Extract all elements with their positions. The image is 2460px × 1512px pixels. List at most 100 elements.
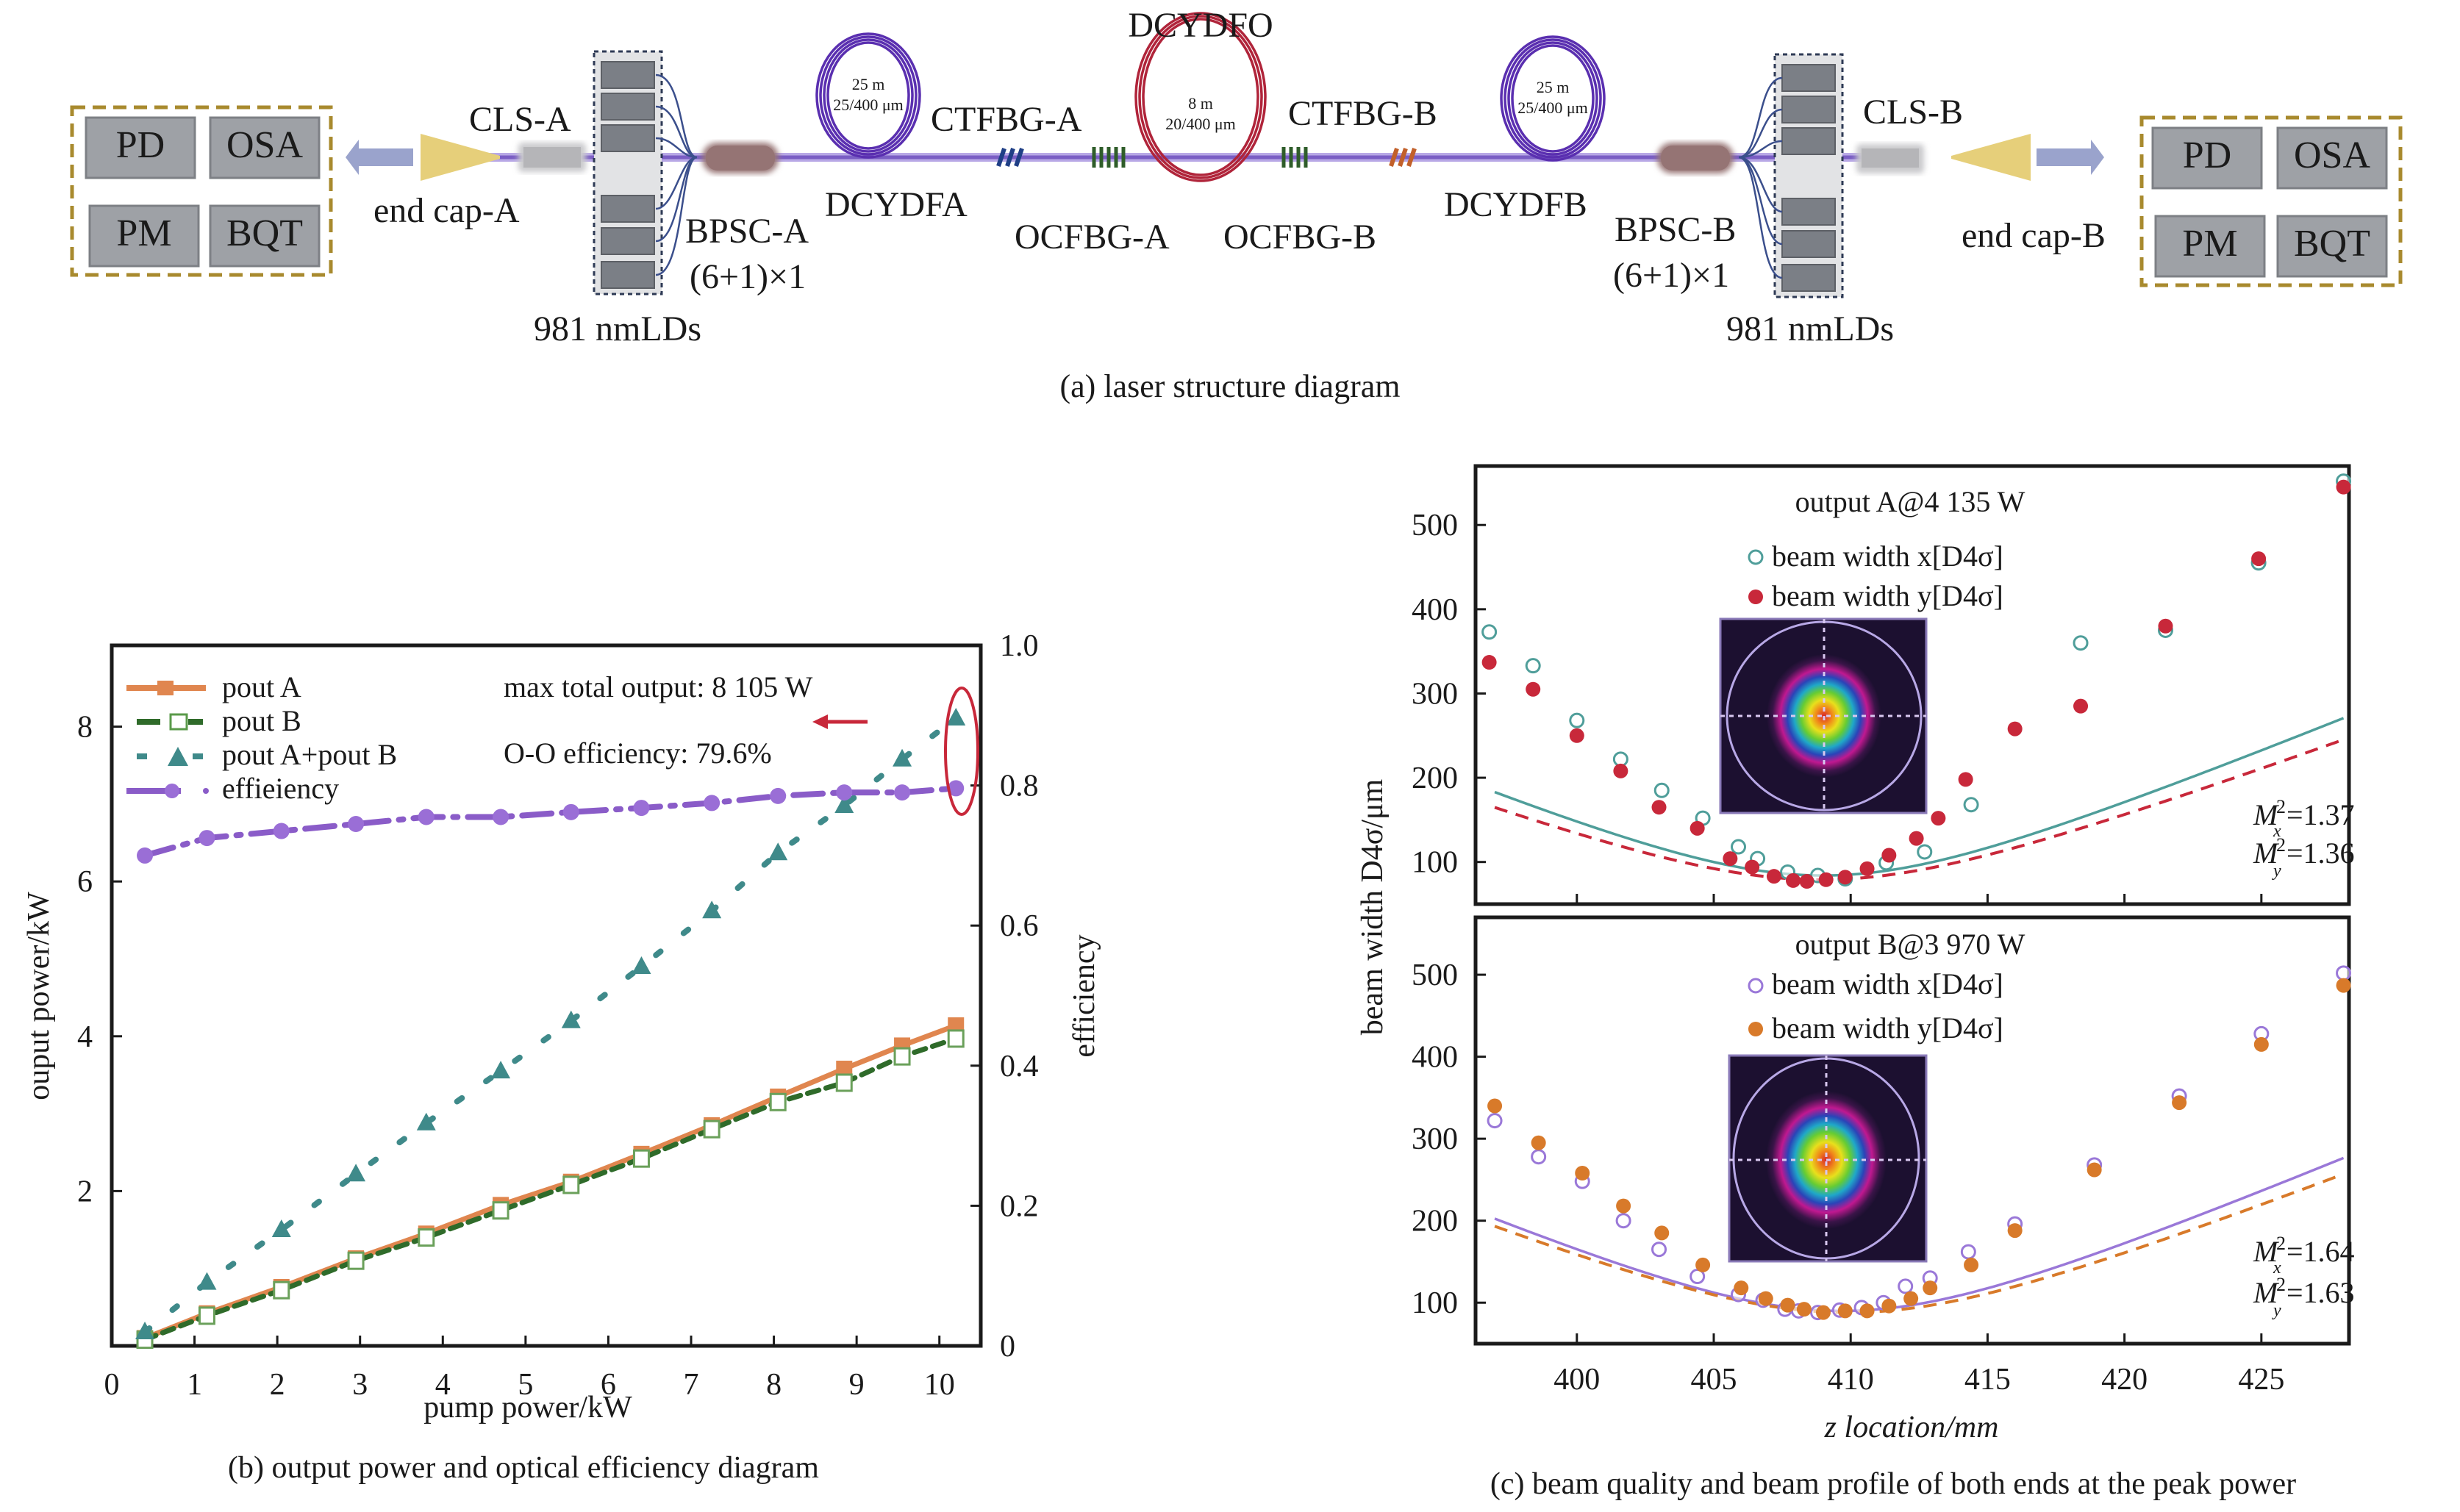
data-point xyxy=(271,1219,291,1238)
y-tick-label: 200 xyxy=(1412,1205,1458,1239)
end-cap-b-icon xyxy=(1951,134,2031,181)
dcydfb-label: DCYDFB xyxy=(1444,185,1587,224)
data-point xyxy=(2007,1223,2023,1239)
lds-b-label: 981 nmLDs xyxy=(1726,309,1894,348)
data-point xyxy=(1745,859,1760,875)
cls-b-label: CLS-B xyxy=(1863,93,1963,132)
series-bottom xyxy=(1487,965,2352,1321)
legend-marker-x-top xyxy=(1748,549,1764,565)
data-point xyxy=(2087,1162,2102,1178)
instrument-box-right xyxy=(2139,115,2403,287)
pump-fibers-b xyxy=(1738,76,1783,279)
svg-text:x: x xyxy=(2273,1258,2281,1278)
data-point xyxy=(562,1175,580,1194)
data-point xyxy=(1575,1166,1590,1180)
data-point xyxy=(1796,1302,1812,1317)
axes-top: 100 200 300 400 500 xyxy=(1412,509,2263,904)
series-line-pout-a xyxy=(142,1022,959,1341)
data-point xyxy=(1815,1305,1831,1320)
y-tick-label: 300 xyxy=(1412,677,1458,711)
instrument-label: PM xyxy=(116,212,171,254)
data-point xyxy=(492,1201,509,1220)
data-point xyxy=(2336,978,2351,993)
data-point xyxy=(1653,782,1670,798)
data-point xyxy=(1723,851,1738,867)
x-tick-label: 3 xyxy=(352,1368,368,1402)
x-tick-label: 5 xyxy=(518,1368,533,1402)
ctfbg-b-label: CTFBG-B xyxy=(1288,94,1437,133)
legend-label-y-top: beam width y[D4σ] xyxy=(1772,579,2003,612)
ctfbg-a-icon xyxy=(996,148,1024,167)
svg-text:=1.36: =1.36 xyxy=(2286,836,2355,870)
legend-marker-sum xyxy=(168,747,188,766)
data-point xyxy=(893,748,912,767)
data-point xyxy=(1786,873,1801,888)
fit-line-y xyxy=(1494,738,2345,881)
data-point xyxy=(1613,763,1628,778)
cls-a-label: CLS-A xyxy=(469,100,571,139)
svg-text:2: 2 xyxy=(2276,834,2286,856)
ld-modules-a xyxy=(601,61,655,289)
data-point xyxy=(346,1164,366,1182)
x-tick-label: 415 xyxy=(1964,1363,2011,1397)
combiner-b-label: (6+1)×1 xyxy=(1613,256,1729,295)
legend-label: pout A xyxy=(222,670,301,703)
y-tick-label: 200 xyxy=(1412,762,1458,795)
data-point xyxy=(1931,811,1946,826)
y-tick-label: 500 xyxy=(1412,509,1458,542)
pump-fibers-a xyxy=(655,74,698,276)
output-power-chart: 0 1 2 3 4 5 6 7 8 9 10 2 4 6 8 0 0.2 0.4 0.6 0.8 1.0 pout A … xyxy=(22,629,1101,1485)
data-point xyxy=(1859,861,1875,876)
data-point xyxy=(632,956,651,975)
legend-marker-y-top xyxy=(1748,590,1763,604)
data-point xyxy=(704,795,721,811)
combiner-a-label: (6+1)×1 xyxy=(690,257,806,296)
data-point xyxy=(2172,1095,2187,1111)
y-tick-label: 500 xyxy=(1412,959,1458,992)
ctfbg-b-icon xyxy=(1389,148,1417,167)
bpsc-a-body xyxy=(706,146,775,171)
annotation-max-total: max total output: 8 105 W xyxy=(504,670,813,703)
y-axis-label: ouput power/kW xyxy=(22,892,56,1100)
data-point xyxy=(1569,728,1584,743)
dcydfo-label: DCYDFO xyxy=(1128,6,1273,45)
data-point xyxy=(1654,1225,1670,1241)
y-tick-label: 100 xyxy=(1412,846,1458,880)
plot-frame xyxy=(110,643,983,1348)
instrument-label: PD xyxy=(116,124,165,166)
data-point xyxy=(1569,712,1585,728)
data-point xyxy=(834,795,854,813)
instrument-label: BQT xyxy=(2294,223,2370,265)
data-point xyxy=(2007,721,2023,737)
instrument-osa xyxy=(2276,126,2388,190)
data-point xyxy=(1766,869,1781,884)
data-point xyxy=(491,1061,511,1079)
data-point xyxy=(561,1010,581,1028)
instrument-label: BQT xyxy=(226,212,303,254)
ocfbg-b-label: OCFBG-B xyxy=(1223,218,1376,257)
svg-text:=1.37: =1.37 xyxy=(2286,798,2355,831)
instrument-pm xyxy=(88,204,200,268)
svg-text:=1.63: =1.63 xyxy=(2286,1276,2355,1309)
data-point xyxy=(1487,1113,1503,1129)
data-point xyxy=(1837,870,1853,885)
highlight-arrow-icon xyxy=(812,714,868,729)
legend-marker-pout-b xyxy=(169,713,188,731)
x-tick-label: 6 xyxy=(601,1368,616,1402)
data-point xyxy=(2336,479,2351,495)
data-point xyxy=(702,900,722,919)
data-point xyxy=(273,1280,290,1300)
data-point xyxy=(1958,772,1973,787)
data-point xyxy=(1731,839,1747,855)
x-tick-label: 400 xyxy=(1553,1363,1600,1397)
data-point xyxy=(894,784,911,801)
x-tick-label: 425 xyxy=(2238,1363,2284,1397)
y2-tick-label: 1.0 xyxy=(1000,629,1039,663)
m2-values-top: M 2 x =1.37 M 2 y =1.36 xyxy=(2253,796,2355,881)
data-point xyxy=(1481,624,1498,640)
y-tick-label: 8 xyxy=(77,711,93,745)
instrument-osa xyxy=(209,116,321,179)
series-top xyxy=(1481,473,2352,889)
x-axis-label: pump power/kW xyxy=(423,1391,632,1425)
